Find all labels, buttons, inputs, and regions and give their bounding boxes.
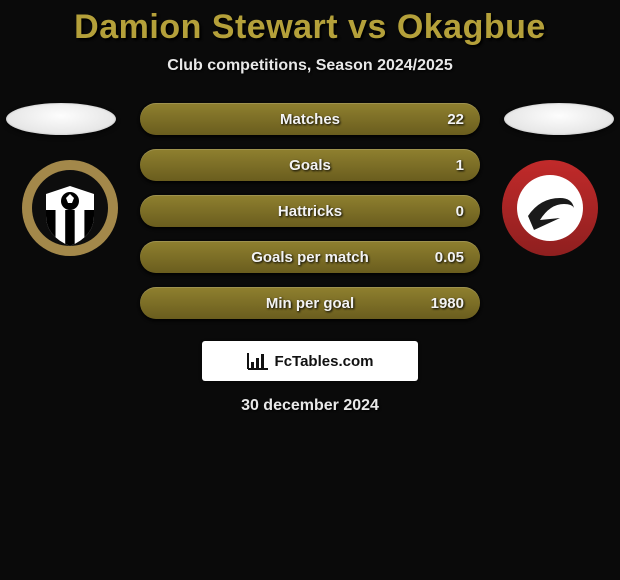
stat-bar-fill: [140, 103, 480, 135]
stat-bar: Goals per match0.05: [140, 241, 480, 273]
page-title: Damion Stewart vs Okagbue: [0, 8, 620, 47]
stat-bar-fill: [140, 241, 480, 273]
stat-bar-fill: [140, 195, 480, 227]
attribution-text: FcTables.com: [275, 353, 374, 370]
attribution-badge: FcTables.com: [202, 341, 418, 381]
club-badge-right: [500, 158, 600, 258]
stat-bar-fill: [140, 287, 480, 319]
date-text: 30 december 2024: [0, 397, 620, 415]
mid-section: Matches22 Goals1 Hattricks0 Goals per match…: [0, 103, 620, 319]
chart-icon: [247, 352, 269, 370]
stat-bar: Matches22: [140, 103, 480, 135]
subtitle: Club competitions, Season 2024/2025: [0, 57, 620, 75]
player-photo-left: [6, 103, 116, 135]
stat-bar-list: Matches22 Goals1 Hattricks0 Goals per match…: [140, 103, 480, 319]
stat-bar-fill: [140, 149, 480, 181]
comparison-card: Damion Stewart vs Okagbue Club competiti…: [0, 0, 620, 580]
player-photo-right: [504, 103, 614, 135]
stat-bar: Hattricks0: [140, 195, 480, 227]
stat-bar: Goals1: [140, 149, 480, 181]
club-badge-left: [20, 158, 120, 258]
stat-bar: Min per goal1980: [140, 287, 480, 319]
